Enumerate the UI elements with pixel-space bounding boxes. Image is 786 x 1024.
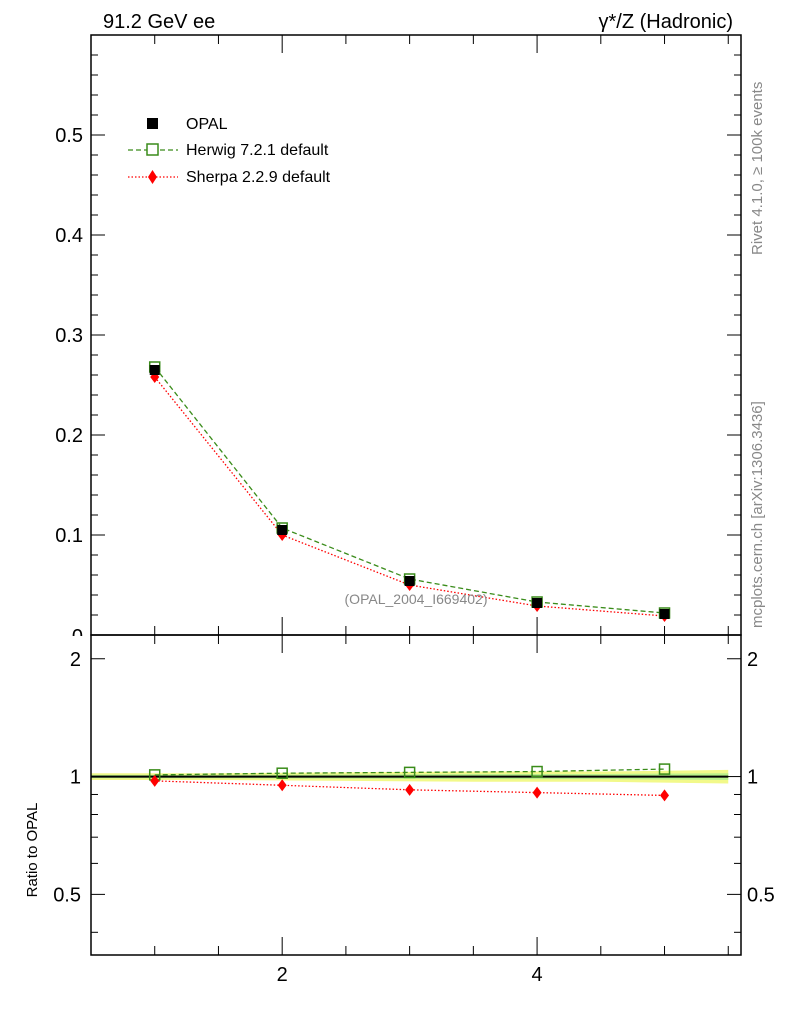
zero-label-mask (40, 636, 90, 648)
main-series-2-point (404, 576, 415, 586)
main-series-markers (148, 361, 671, 622)
ratio-series-markers (148, 763, 671, 802)
main-y-tick-label: 0.2 (55, 425, 83, 447)
ratio-series-0-line (154, 768, 665, 776)
ratio-series-1-point (405, 783, 415, 796)
legend-opal-label: OPAL (186, 116, 228, 133)
main-y-tick-label: 0.1 (55, 525, 83, 547)
main-y-tick-label: 0.4 (55, 225, 83, 247)
ratio-y-tick-label-left: 0.5 (53, 884, 81, 906)
ratio-series-1-point (150, 774, 160, 787)
ratio-series-0-point (658, 763, 671, 775)
legend-opal-marker (147, 118, 158, 129)
main-series-0-line (154, 366, 665, 614)
ratio-series-0-point (531, 765, 543, 778)
ratio-series-1-point (660, 789, 670, 802)
ratio-series-lines (154, 768, 665, 797)
legend: OPAL Herwig 7.2.1 default Sherpa 2.2.9 d… (128, 116, 331, 186)
ratio-series-1-point (277, 779, 287, 792)
main-series-2-point (277, 525, 288, 535)
ratio-series-1-line (154, 780, 665, 797)
ratio-series-0-point (276, 767, 288, 779)
rivet-version-label: Rivet 4.1.0, ≥ 100k events (749, 82, 766, 255)
legend-herwig-label: Herwig 7.2.1 default (186, 142, 329, 159)
mcplots-label: mcplots.cern.ch [arXiv:1306.3436] (749, 401, 766, 628)
ratio-x-tick-label: 2 (277, 964, 288, 986)
legend-sherpa-marker (148, 170, 157, 184)
main-series-2-point (149, 365, 160, 375)
header-right-title: γ*/Z (Hadronic) (599, 11, 733, 33)
ratio-y-tick-label-left: 1 (70, 767, 81, 789)
ratio-y-tick-label-right: 0.5 (747, 884, 775, 906)
main-series-2-point (532, 598, 543, 608)
main-series-2-point (659, 609, 670, 619)
header-left-title: 91.2 GeV ee (103, 11, 215, 33)
analysis-id-watermark: (OPAL_2004_I669402) (345, 591, 488, 607)
ratio-y-tick-label-right: 2 (747, 649, 758, 671)
axis-ticks (91, 35, 741, 955)
ratio-y-tick-label-right: 1 (747, 767, 758, 789)
ratio-x-tick-label: 4 (532, 964, 543, 986)
ratio-series-0-point (403, 766, 416, 779)
ratio-plot-frame (90, 634, 742, 956)
main-y-tick-label: 0.5 (55, 125, 83, 147)
ratio-series-1-point (532, 786, 542, 799)
legend-sherpa-label: Sherpa 2.2.9 default (186, 169, 331, 186)
legend-herwig-marker (146, 143, 159, 156)
ratio-y-axis-label: Ratio to OPAL (24, 803, 41, 898)
main-y-tick-label: 0.3 (55, 325, 83, 347)
ratio-y-tick-label-left: 2 (70, 649, 81, 671)
